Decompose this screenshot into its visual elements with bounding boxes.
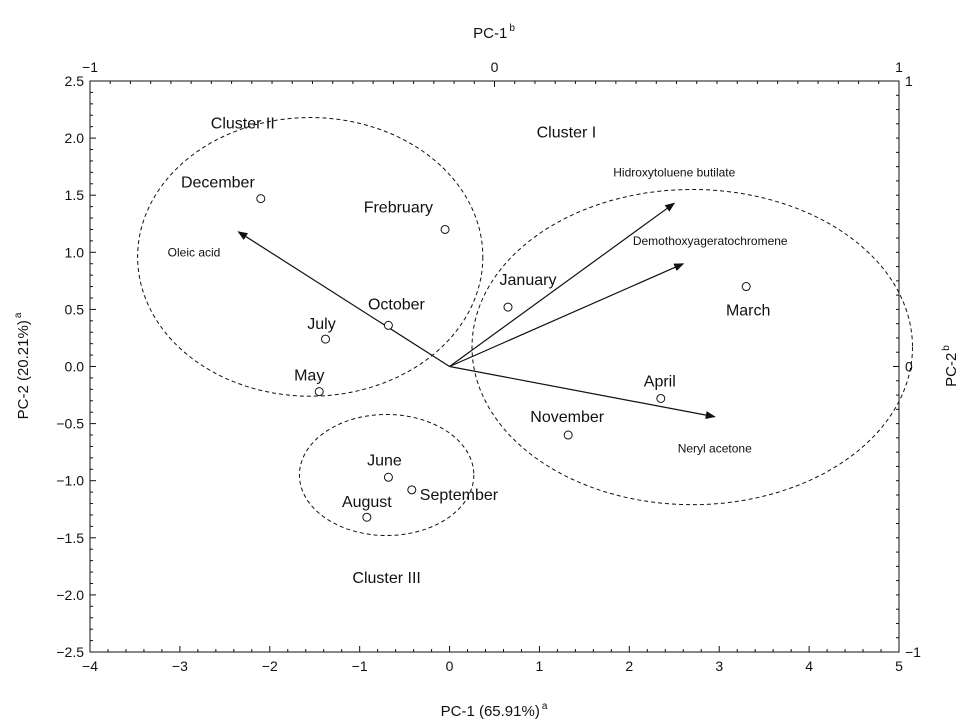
cluster-ellipse bbox=[298, 413, 475, 537]
x-tick-label: −2 bbox=[262, 658, 278, 674]
x-tick-label: 3 bbox=[715, 658, 723, 674]
loading-vector-label: Oleic acid bbox=[168, 245, 221, 259]
data-point bbox=[407, 485, 417, 495]
x-tick-label: 5 bbox=[895, 658, 903, 674]
y-tick-label: −0.5 bbox=[56, 416, 84, 432]
loading-vector-arrow bbox=[237, 231, 450, 368]
data-point-label: May bbox=[294, 368, 324, 385]
cluster-label: Cluster II bbox=[211, 115, 275, 132]
top-axis-label: PC-1 b bbox=[473, 23, 515, 42]
y-tick-label: 0.5 bbox=[65, 301, 85, 317]
loading-vector-label: Demothoxyageratochromene bbox=[633, 234, 788, 248]
data-point bbox=[503, 302, 513, 312]
data-point-label: August bbox=[342, 494, 392, 511]
data-point-label: January bbox=[500, 272, 557, 289]
x-tick-label: −3 bbox=[172, 658, 188, 674]
data-point-label: March bbox=[726, 303, 770, 320]
y-axis-label: PC-2 (20.21%)a bbox=[13, 312, 32, 419]
loading-vector-label: Hidroxytoluene butilate bbox=[613, 165, 735, 179]
x2-tick-label: 1 bbox=[895, 59, 903, 75]
right-axis-label: PC-2b bbox=[941, 345, 960, 387]
y2-tick-label: −1 bbox=[905, 644, 921, 660]
data-point bbox=[383, 320, 393, 330]
data-point-label: April bbox=[644, 373, 676, 390]
axes-layer: −4 −3 −2 −1 0 1 2 3 4 5 −2.5 −2.0 −1.5 −1.0 −0.5 0.0 0.5… bbox=[56, 59, 921, 674]
data-point bbox=[563, 430, 573, 440]
x2-tick-label: 0 bbox=[491, 59, 499, 75]
x-tick-label: −4 bbox=[82, 658, 98, 674]
data-point bbox=[314, 387, 324, 397]
cluster-ellipse bbox=[137, 117, 484, 397]
data-point-label: July bbox=[307, 316, 335, 333]
cluster-label: Cluster III bbox=[352, 570, 420, 587]
plot-frame bbox=[89, 80, 900, 653]
y-tick-label: 2.5 bbox=[65, 73, 85, 89]
x-tick-label: 4 bbox=[805, 658, 813, 674]
data-point-label: October bbox=[368, 296, 426, 313]
y2-tick-label: 1 bbox=[905, 73, 913, 89]
data-point-layer: December Frebruary January March October July… bbox=[181, 175, 770, 522]
y-tick-label: −2.5 bbox=[56, 644, 84, 660]
data-point bbox=[440, 224, 450, 234]
y-tick-label: −1.5 bbox=[56, 530, 84, 546]
data-point-label: December bbox=[181, 175, 255, 192]
x-tick-label: 0 bbox=[446, 658, 454, 674]
x-axis-label: PC-1 (65.91%) a bbox=[441, 701, 548, 720]
y-tick-label: 0.0 bbox=[65, 359, 85, 375]
cluster-layer: Cluster I Cluster II Cluster III bbox=[137, 115, 913, 587]
loading-vector-arrow bbox=[449, 365, 716, 420]
x-tick-label: 1 bbox=[536, 658, 544, 674]
data-point-label: September bbox=[420, 487, 499, 504]
y-tick-label: 1.0 bbox=[65, 244, 85, 260]
y-tick-label: −1.0 bbox=[56, 473, 84, 489]
y2-tick-label: 0 bbox=[905, 359, 913, 375]
y-tick-label: 2.0 bbox=[65, 130, 85, 146]
loading-vector-arrow bbox=[449, 263, 685, 368]
x2-tick-label: −1 bbox=[82, 59, 98, 75]
loading-vector-label: Neryl acetone bbox=[678, 442, 752, 456]
x-tick-label: 2 bbox=[625, 658, 633, 674]
data-point-label: June bbox=[367, 452, 402, 469]
data-point-label: November bbox=[530, 409, 604, 426]
data-point bbox=[321, 334, 331, 344]
y-tick-label: −2.0 bbox=[56, 587, 84, 603]
cluster-label: Cluster I bbox=[537, 124, 597, 141]
cluster-ellipse bbox=[471, 188, 913, 506]
data-point bbox=[256, 194, 266, 204]
loading-vector-layer: Oleic acid Hidroxytoluene butilate Demotho… bbox=[168, 165, 788, 455]
data-point bbox=[383, 472, 393, 482]
data-point bbox=[362, 512, 372, 522]
y-tick-label: 1.5 bbox=[65, 187, 85, 203]
data-point bbox=[656, 393, 666, 403]
data-point bbox=[741, 282, 751, 292]
loading-vector-arrow bbox=[449, 202, 676, 367]
data-point-label: Frebruary bbox=[364, 199, 433, 216]
x-tick-label: −1 bbox=[352, 658, 368, 674]
